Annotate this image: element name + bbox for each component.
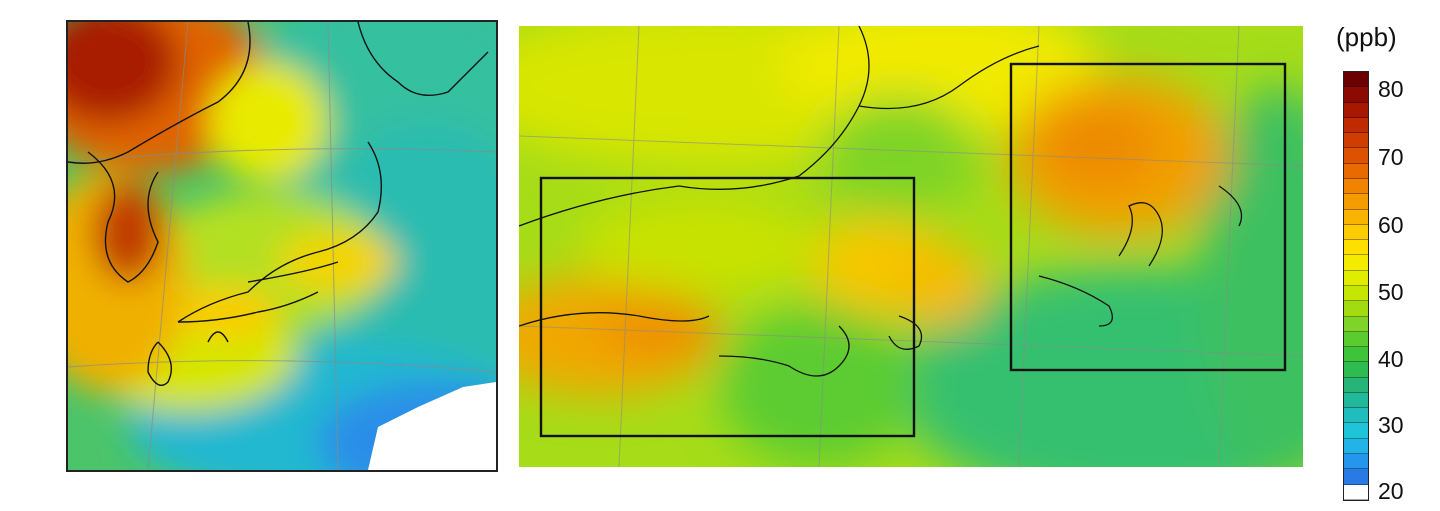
colorbar-step bbox=[1344, 392, 1368, 409]
colorbar-step bbox=[1344, 133, 1368, 149]
colorbar-step bbox=[1344, 408, 1368, 424]
colorbar-step bbox=[1344, 285, 1368, 302]
colorbar-step bbox=[1344, 454, 1368, 470]
concentration-field bbox=[519, 26, 1303, 467]
colorbar-step bbox=[1344, 270, 1368, 286]
colorbar-tick-label: 80 bbox=[1378, 76, 1404, 102]
colorbar-step bbox=[1344, 163, 1368, 179]
colorbar-tick-label: 20 bbox=[1378, 478, 1404, 504]
colorbar-tick-label: 40 bbox=[1378, 346, 1404, 372]
colorbar-step bbox=[1344, 484, 1368, 500]
colorbar-step bbox=[1344, 255, 1368, 271]
graticule bbox=[519, 26, 1303, 467]
colorbar-step bbox=[1344, 240, 1368, 256]
colorbar bbox=[1343, 71, 1369, 501]
colorbar-step bbox=[1344, 178, 1368, 195]
colorbar-step bbox=[1344, 301, 1368, 317]
colorbar-step bbox=[1344, 331, 1368, 348]
graticule bbox=[68, 22, 496, 470]
east-asia-ozone-map bbox=[66, 20, 498, 472]
colorbar-step bbox=[1344, 469, 1368, 485]
colorbar-step bbox=[1344, 347, 1368, 363]
colorbar-tick-label: 70 bbox=[1378, 144, 1404, 170]
colorbar-step bbox=[1344, 209, 1368, 225]
colorbar-tick-label: 50 bbox=[1378, 279, 1404, 305]
colorbar-step bbox=[1344, 423, 1368, 439]
concentration-field bbox=[68, 22, 496, 470]
no-data-area bbox=[368, 382, 496, 470]
coastlines bbox=[68, 22, 489, 386]
colorbar-step bbox=[1344, 224, 1368, 241]
east-asia-map-canvas bbox=[68, 22, 496, 470]
colorbar-step bbox=[1344, 72, 1368, 88]
kanto-box bbox=[1009, 62, 1287, 372]
colorbar-step bbox=[1344, 316, 1368, 332]
colorbar-step bbox=[1344, 87, 1368, 103]
colorbar-tick-label: 30 bbox=[1378, 412, 1404, 438]
colorbar-step bbox=[1344, 362, 1368, 378]
central-japan-ozone-map bbox=[519, 26, 1303, 467]
colorbar-step bbox=[1344, 438, 1368, 455]
colorbar-step bbox=[1344, 117, 1368, 134]
central-japan-map-canvas bbox=[519, 26, 1303, 467]
colorbar-tick-label: 60 bbox=[1378, 212, 1404, 238]
coastlines-and-boundaries bbox=[519, 26, 1243, 377]
kansai-box bbox=[539, 176, 916, 438]
colorbar-step bbox=[1344, 148, 1368, 164]
colorbar-step bbox=[1344, 377, 1368, 393]
colorbar-step bbox=[1344, 194, 1368, 210]
colorbar-step bbox=[1344, 102, 1368, 118]
colorbar-unit-label: (ppb) bbox=[1336, 22, 1397, 52]
